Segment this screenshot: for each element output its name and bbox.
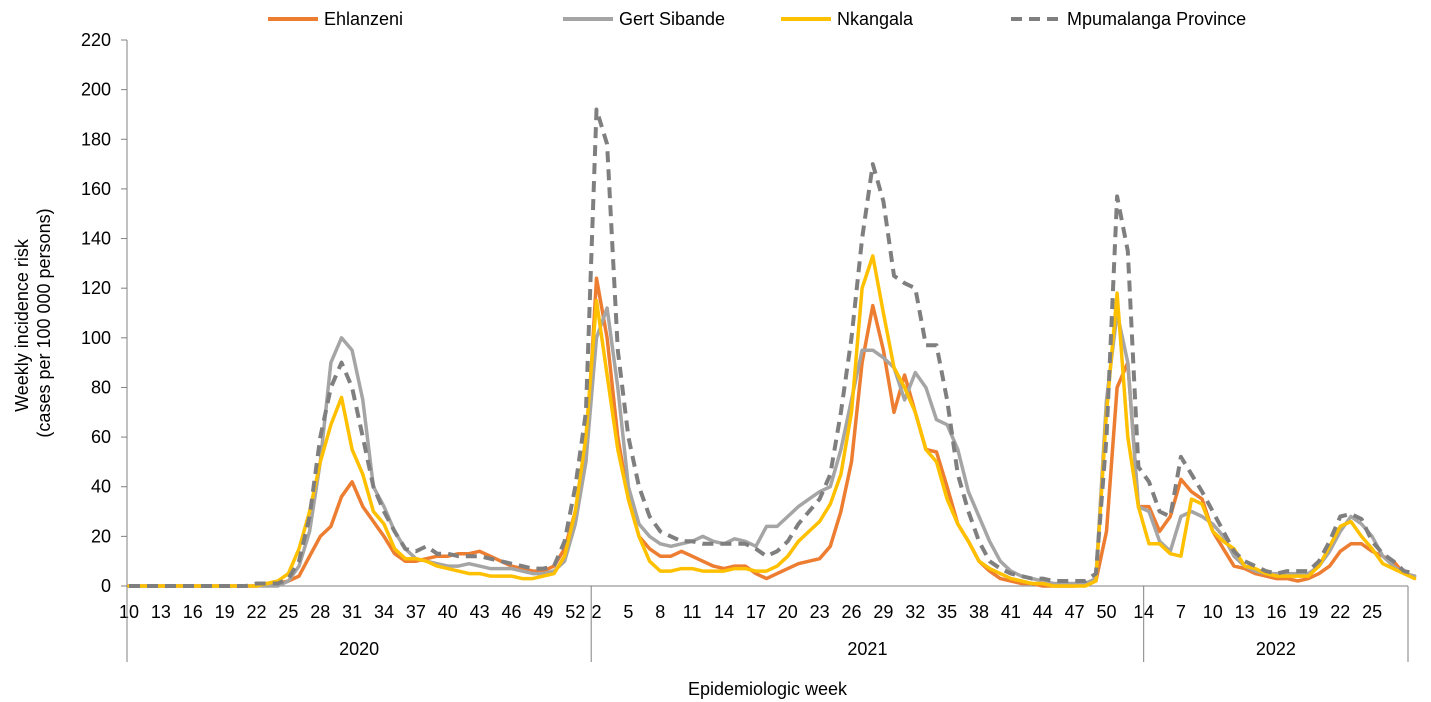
x-tick-label: 10	[1203, 602, 1223, 622]
x-tick-label: 38	[969, 602, 989, 622]
series-line-ehlanzeni	[127, 276, 1417, 588]
x-tick-label: 11	[683, 602, 702, 622]
x-tick-label: 40	[438, 602, 458, 622]
legend-label: Gert Sibande	[619, 9, 725, 29]
x-tick-label: 26	[841, 602, 861, 622]
x-tick-label: 37	[406, 602, 426, 622]
y-tick-label: 120	[81, 278, 111, 298]
y-tick-label: 160	[81, 179, 111, 199]
x-tick-label: 14	[714, 602, 734, 622]
x-axis-title: Epidemiologic week	[688, 679, 848, 699]
x-tick-label: 41	[1001, 602, 1021, 622]
legend-label: Nkangala	[837, 9, 914, 29]
x-tick-label: 20	[778, 602, 798, 622]
legend-label: Mpumalanga Province	[1067, 9, 1246, 29]
x-tick-label: 49	[533, 602, 553, 622]
x-tick-label: 5	[623, 602, 633, 622]
x-tick-label: 22	[246, 602, 266, 622]
y-axis: 0 20 40 60 80 100 120 140 160 180 200 220	[81, 30, 128, 596]
y-tick-label: 180	[81, 129, 111, 149]
x-axis: 10 13 16 19 22 25 28 31 34 37 40 43 46 49 52 2 5 8 11 14 17 2…	[119, 585, 1409, 662]
y-tick-label: 80	[91, 377, 111, 397]
year-label: 2022	[1256, 639, 1296, 659]
series-lines	[127, 107, 1417, 588]
y-tick-label: 220	[81, 30, 111, 50]
series-line-nkangala	[127, 254, 1417, 588]
y-tick-label: 100	[81, 328, 111, 348]
series-line-gert-sibande	[127, 306, 1417, 588]
x-tick-label: 2	[591, 602, 601, 622]
x-tick-label: 8	[655, 602, 665, 622]
y-tick-label: 140	[81, 229, 111, 249]
year-label: 2021	[847, 639, 887, 659]
x-tick-label: 46	[501, 602, 521, 622]
x-tick-label: 50	[1096, 602, 1116, 622]
x-tick-label: 43	[470, 602, 490, 622]
x-tick-label: 28	[310, 602, 330, 622]
y-axis-title-line1: Weekly incidence risk	[12, 238, 32, 412]
x-tick-label: 35	[937, 602, 957, 622]
x-tick-label: 13	[151, 602, 171, 622]
x-tick-label: 44	[1033, 602, 1053, 622]
x-tick-label: 31	[342, 602, 362, 622]
y-axis-title: Weekly incidence risk (cases per 100 000…	[12, 208, 54, 437]
x-tick-label: 7	[1176, 602, 1186, 622]
year-label: 2020	[339, 639, 379, 659]
y-tick-label: 40	[91, 477, 111, 497]
x-tick-label: 17	[746, 602, 766, 622]
x-tick-label: 10	[119, 602, 139, 622]
x-tick-label: 25	[278, 602, 298, 622]
x-tick-label: 19	[215, 602, 235, 622]
x-tick-label: 1	[1133, 602, 1143, 622]
x-tick-label: 23	[810, 602, 830, 622]
x-tick-label: 22	[1330, 602, 1350, 622]
x-tick-label: 13	[1235, 602, 1255, 622]
legend: Ehlanzeni Gert Sibande Nkangala Mpumalanga …	[268, 9, 1246, 29]
x-tick-label: 19	[1298, 602, 1318, 622]
x-tick-label: 29	[873, 602, 893, 622]
y-tick-label: 60	[91, 427, 111, 447]
legend-label: Ehlanzeni	[324, 9, 403, 29]
y-tick-label: 200	[81, 80, 111, 100]
x-tick-label: 16	[1266, 602, 1286, 622]
x-tick-label: 47	[1065, 602, 1085, 622]
x-tick-label: 32	[905, 602, 925, 622]
y-tick-label: 20	[91, 526, 111, 546]
y-tick-label: 0	[101, 576, 111, 596]
x-tick-label: 25	[1362, 602, 1382, 622]
y-axis-title-line2: (cases per 100 000 persons)	[34, 208, 54, 437]
x-tick-label: 34	[374, 602, 394, 622]
x-tick-label: 16	[183, 602, 203, 622]
x-tick-label: 52	[565, 602, 585, 622]
series-line-mpumalanga-province	[129, 107, 1416, 588]
x-tick-label: 4	[1144, 602, 1154, 622]
